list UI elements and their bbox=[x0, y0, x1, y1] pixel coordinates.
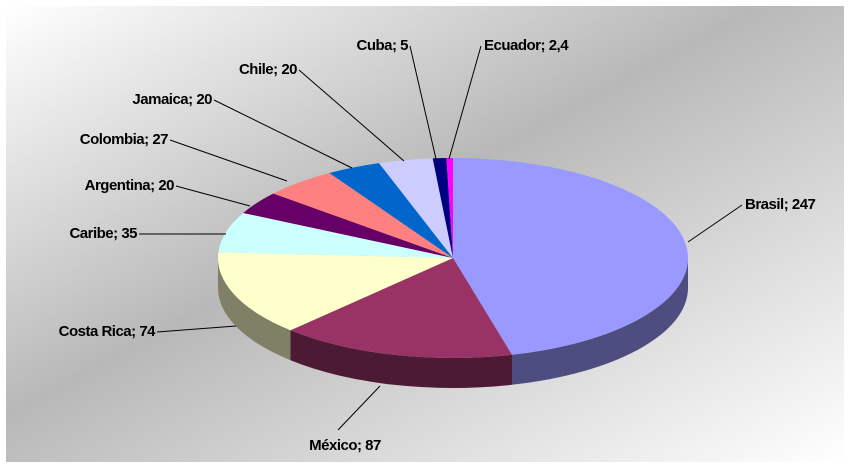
category-name: Brasil bbox=[745, 196, 784, 213]
category-name: Cuba bbox=[356, 37, 393, 54]
data-label: Argentina; 20 bbox=[85, 177, 175, 194]
data-label: Brasil; 247 bbox=[745, 196, 816, 213]
category-name: Caribe bbox=[69, 225, 113, 242]
category-name: Costa Rica bbox=[59, 323, 133, 340]
separator: ; bbox=[144, 131, 152, 148]
separator: ; bbox=[150, 177, 158, 194]
category-name: Jamaica bbox=[132, 91, 189, 108]
category-name: Argentina bbox=[85, 177, 152, 194]
value-label: 35 bbox=[121, 225, 137, 242]
category-name: Ecuador bbox=[484, 37, 541, 54]
pie-side bbox=[218, 258, 291, 361]
data-label: Cuba; 5 bbox=[356, 37, 408, 54]
leader-line bbox=[169, 139, 288, 182]
separator: ; bbox=[113, 225, 121, 242]
value-label: 20 bbox=[158, 177, 174, 194]
value-label: 74 bbox=[139, 323, 156, 340]
data-label: Costa Rica; 74 bbox=[59, 323, 157, 340]
separator: ; bbox=[541, 37, 549, 54]
separator: ; bbox=[357, 437, 365, 454]
category-name: México bbox=[309, 437, 357, 454]
pie-slice bbox=[329, 163, 453, 258]
data-label: México; 87 bbox=[309, 437, 381, 454]
pie-slice bbox=[378, 158, 453, 258]
leader-line bbox=[175, 185, 251, 207]
separator: ; bbox=[131, 323, 139, 340]
value-label: 5 bbox=[400, 37, 408, 54]
category-name: Chile bbox=[239, 61, 273, 78]
value-label: 27 bbox=[152, 131, 168, 148]
separator: ; bbox=[188, 91, 196, 108]
separator: ; bbox=[392, 37, 400, 54]
data-label: Ecuador; 2,4 bbox=[484, 37, 569, 54]
category-name: Colombia bbox=[80, 131, 145, 148]
leader-line bbox=[337, 385, 381, 431]
pie-slice bbox=[446, 158, 453, 258]
leader-line bbox=[156, 325, 237, 333]
leader-line bbox=[687, 204, 743, 243]
value-label: 20 bbox=[281, 61, 297, 78]
value-label: 2,4 bbox=[549, 37, 570, 54]
pie-slice bbox=[290, 258, 512, 358]
pie-side bbox=[511, 258, 688, 385]
value-label: 247 bbox=[792, 196, 816, 213]
data-label: Caribe; 35 bbox=[69, 225, 137, 242]
pie-slice bbox=[218, 252, 453, 331]
pie-side bbox=[290, 330, 512, 388]
value-label: 20 bbox=[196, 91, 212, 108]
leader-line bbox=[409, 45, 437, 160]
data-label: Chile; 20 bbox=[239, 61, 297, 78]
pie-slice bbox=[218, 212, 453, 258]
pie-slice bbox=[453, 158, 688, 355]
data-label: Colombia; 27 bbox=[80, 131, 168, 148]
separator: ; bbox=[784, 196, 792, 213]
separator: ; bbox=[273, 61, 281, 78]
pie-slice bbox=[273, 172, 453, 258]
pie-slice bbox=[432, 158, 453, 258]
pie-slice bbox=[243, 193, 453, 258]
leader-line bbox=[298, 69, 405, 162]
leader-line bbox=[448, 45, 482, 160]
leader-line bbox=[213, 99, 353, 169]
data-label: Jamaica; 20 bbox=[132, 91, 212, 108]
value-label: 87 bbox=[365, 437, 381, 454]
